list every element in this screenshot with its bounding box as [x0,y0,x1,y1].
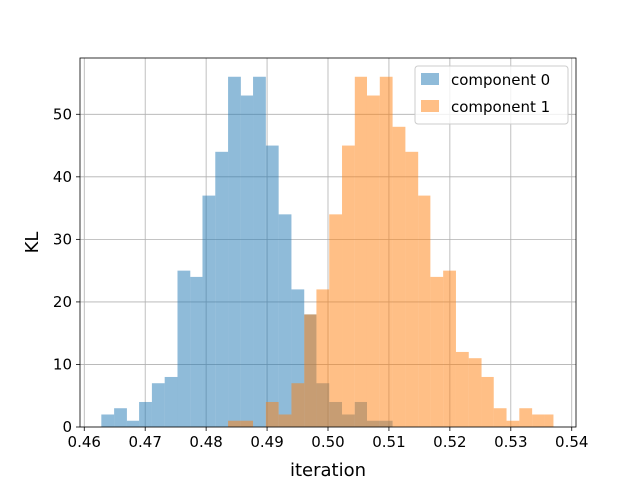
y-tick-label: 30 [53,230,72,248]
legend-swatch [421,73,439,85]
histogram-bar [101,414,115,427]
histogram-bar [405,151,419,428]
histogram-bar [379,76,393,428]
histogram-bar [366,95,380,427]
histogram-bar [455,351,469,427]
histogram-bar [202,195,216,427]
y-axis-label: KL [22,232,43,254]
histogram-bar [316,289,330,427]
histogram-bar [291,383,305,427]
x-tick-label: 0.51 [372,433,405,451]
histogram-bar [114,408,127,427]
y-tick-label: 50 [53,105,72,123]
histogram-bar [240,420,254,427]
x-tick-label: 0.47 [128,433,161,451]
histogram-bar [392,126,406,428]
histogram-bar [139,401,152,427]
histogram-bar [418,195,431,427]
histogram-bar [443,270,456,427]
histogram-bar [228,76,241,428]
x-tick-label: 0.48 [189,433,222,451]
histogram-bars [101,76,554,428]
legend-label: component 0 [451,71,550,89]
x-tick-label: 0.46 [68,433,101,451]
series-1-bars [228,76,554,428]
legend-swatch [421,100,439,112]
x-tick-label: 0.54 [555,433,588,451]
histogram-bar [354,76,367,428]
histogram-bar [342,145,355,427]
histogram-bar [493,408,507,427]
x-tick-label: 0.49 [250,433,283,451]
histogram-bar [164,376,178,427]
legend: component 0 component 1 [414,65,569,125]
histogram-bar [304,314,317,427]
y-tick-label: 40 [53,168,72,186]
histogram-bar [253,76,266,428]
histogram-bar [177,270,191,427]
histogram-bar [430,276,444,427]
x-tick-label: 0.50 [311,433,344,451]
y-tick-label: 10 [53,355,72,373]
histogram-bar [519,408,533,427]
histogram-bar [190,276,203,427]
histogram-bar [506,420,520,427]
histogram-bar [278,214,292,427]
histogram-bar [468,358,482,427]
histogram-bar [265,145,279,427]
histogram-bar [228,420,241,427]
histogram-bar [240,95,254,427]
x-axis-ticks: 0.46 0.47 0.48 0.49 0.50 0.51 0.52 0.53 0.54 [68,427,588,451]
legend-box [414,65,569,125]
histogram-bar [329,214,343,427]
x-axis-label: iteration [290,460,366,480]
y-axis-ticks: 0 10 20 30 40 50 [53,105,80,436]
histogram-bar [151,383,165,427]
x-tick-label: 0.52 [433,433,466,451]
histogram-bar [544,414,554,427]
y-tick-label: 0 [62,418,72,436]
y-tick-label: 20 [53,293,72,311]
histogram-bar [126,420,140,427]
x-tick-label: 0.53 [494,433,527,451]
legend-label: component 1 [451,98,550,116]
histogram-bar [278,414,292,427]
histogram-bar [215,151,229,428]
histogram-bar [532,414,545,427]
histogram-bar [481,376,494,427]
histogram-bar [265,401,279,427]
